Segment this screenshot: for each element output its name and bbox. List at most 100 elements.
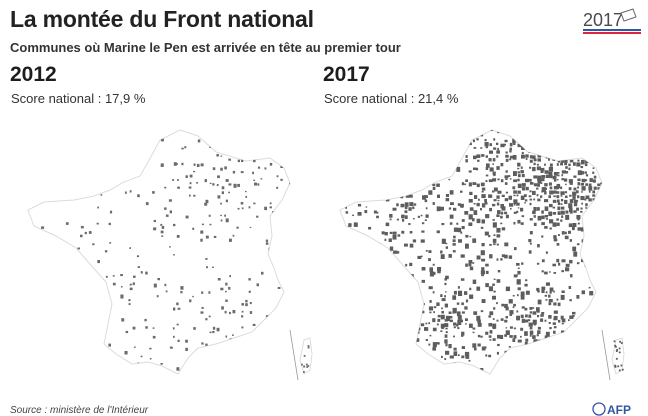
commune-mark [21,227,24,231]
commune-mark [481,243,485,247]
commune-mark [436,206,441,212]
commune-mark [468,214,473,220]
commune-mark [561,318,566,323]
corsica-commune-mark [615,345,617,348]
commune-mark [346,120,349,123]
corsica-commune-mark [616,349,618,351]
commune-mark [348,258,353,264]
commune-mark [568,223,573,228]
commune-mark [392,207,397,211]
commune-mark [425,250,428,252]
commune-mark [225,282,228,286]
commune-mark [285,286,288,289]
commune-mark [352,367,356,372]
commune-mark [448,178,451,181]
commune-mark [485,174,489,177]
commune-mark [413,218,415,220]
commune-mark [253,202,256,205]
commune-mark [370,128,373,130]
commune-mark [124,351,128,355]
commune-mark [517,183,522,189]
commune-mark [409,359,414,364]
commune-mark [540,167,545,171]
commune-mark [336,202,338,204]
commune-mark [521,215,525,218]
commune-mark [257,166,261,169]
commune-mark [464,291,468,295]
commune-mark [554,350,558,356]
commune-mark [513,194,516,197]
commune-mark [440,147,443,149]
commune-mark [465,124,469,128]
commune-mark [369,246,372,250]
commune-mark [553,172,558,176]
commune-mark [529,190,532,193]
commune-mark [561,170,566,174]
commune-mark [229,275,231,278]
commune-mark [513,130,517,132]
commune-mark [377,134,381,137]
commune-mark [269,202,272,205]
commune-mark [537,299,542,305]
commune-mark [72,263,76,267]
commune-mark [450,202,454,205]
commune-mark [548,322,551,324]
commune-mark [492,295,496,300]
commune-mark [581,186,586,191]
commune-mark [432,271,436,275]
commune-mark [453,227,458,232]
commune-mark [364,267,367,269]
commune-mark [424,195,428,198]
commune-mark [580,371,583,374]
commune-mark [153,219,156,223]
commune-mark [512,186,516,190]
commune-mark [484,231,489,236]
commune-mark [168,199,172,202]
commune-mark [28,235,31,239]
commune-mark [576,162,581,167]
commune-mark [453,351,458,356]
commune-mark [541,215,545,220]
commune-mark [456,311,461,317]
commune-mark [280,166,283,168]
commune-mark [160,223,163,226]
commune-mark [176,235,180,238]
commune-mark [452,307,457,314]
commune-mark [460,231,463,234]
commune-mark [349,290,354,295]
commune-mark [201,350,204,354]
commune-mark [468,142,472,146]
commune-mark [268,363,271,367]
commune-mark [532,167,536,172]
commune-mark [437,383,440,387]
commune-mark [220,219,223,222]
commune-mark [164,186,167,189]
commune-mark [477,319,481,323]
commune-mark [469,287,472,291]
commune-mark [432,318,436,323]
commune-mark [488,315,492,318]
commune-mark [216,184,219,187]
commune-mark [388,171,393,176]
commune-mark [528,351,532,355]
commune-mark [537,175,542,181]
commune-mark [584,334,589,340]
commune-mark [341,266,344,269]
commune-mark [337,231,340,234]
commune-mark [592,358,596,363]
commune-mark [408,194,413,198]
commune-mark [265,239,269,242]
commune-mark [544,206,549,211]
commune-mark [417,146,420,149]
commune-mark [436,323,439,326]
commune-mark [557,159,561,163]
corsica-commune-mark [618,369,621,372]
commune-mark [525,371,530,374]
commune-mark [336,126,339,128]
commune-mark [476,202,480,207]
commune-mark [461,226,465,230]
commune-mark [505,354,508,357]
commune-mark [472,331,475,334]
commune-mark [517,270,521,275]
commune-mark [369,362,374,367]
